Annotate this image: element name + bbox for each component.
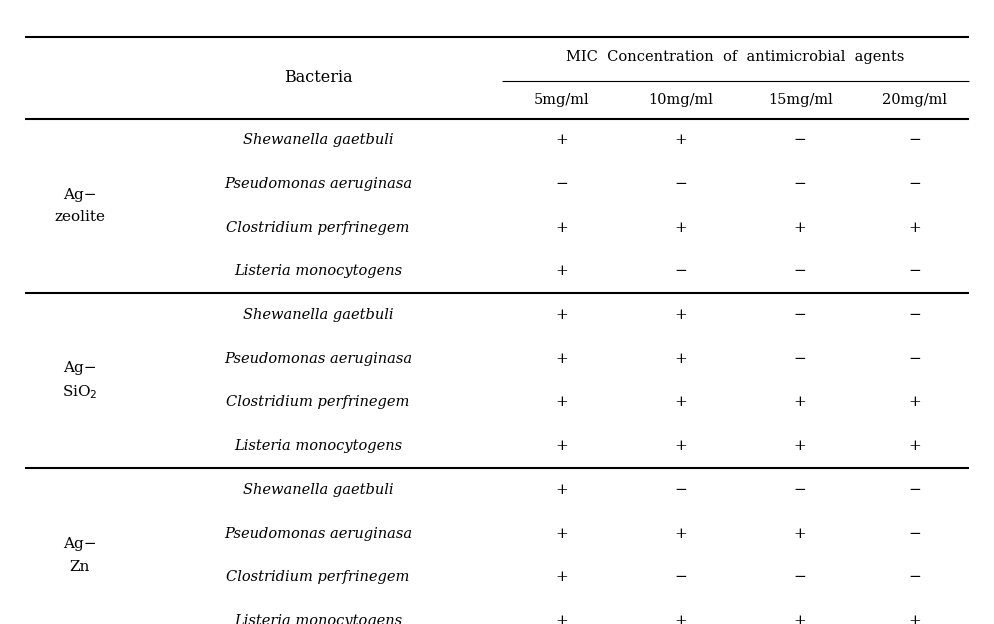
Text: Shewanella gaetbuli: Shewanella gaetbuli: [243, 308, 394, 322]
Text: +: +: [556, 570, 568, 584]
Text: Pseudomonas aeruginasa: Pseudomonas aeruginasa: [224, 177, 413, 191]
Text: Listeria monocytogens: Listeria monocytogens: [234, 614, 403, 624]
Text: −: −: [909, 570, 920, 584]
Text: Ag−: Ag−: [63, 188, 96, 202]
Text: −: −: [909, 134, 920, 147]
Text: −: −: [556, 177, 568, 191]
Text: +: +: [556, 134, 568, 147]
Text: Ag−: Ag−: [63, 537, 96, 551]
Text: +: +: [556, 221, 568, 235]
Text: −: −: [909, 265, 920, 278]
Text: +: +: [675, 308, 687, 322]
Text: +: +: [794, 439, 806, 453]
Text: −: −: [909, 308, 920, 322]
Text: +: +: [675, 396, 687, 409]
Text: −: −: [675, 177, 687, 191]
Text: +: +: [556, 527, 568, 540]
Text: +: +: [909, 221, 920, 235]
Text: Clostridium perfrinegem: Clostridium perfrinegem: [227, 570, 410, 584]
Text: Listeria monocytogens: Listeria monocytogens: [234, 265, 403, 278]
Text: Ag−: Ag−: [63, 361, 96, 375]
Text: −: −: [794, 483, 806, 497]
Text: +: +: [794, 396, 806, 409]
Text: −: −: [909, 483, 920, 497]
Text: +: +: [909, 614, 920, 624]
Text: zeolite: zeolite: [54, 210, 105, 224]
Text: 10mg/ml: 10mg/ml: [648, 93, 714, 107]
Text: −: −: [909, 527, 920, 540]
Text: +: +: [556, 265, 568, 278]
Text: +: +: [794, 614, 806, 624]
Text: +: +: [556, 308, 568, 322]
Text: 5mg/ml: 5mg/ml: [534, 93, 589, 107]
Text: +: +: [556, 483, 568, 497]
Text: Shewanella gaetbuli: Shewanella gaetbuli: [243, 483, 394, 497]
Text: −: −: [909, 352, 920, 366]
Text: Bacteria: Bacteria: [283, 69, 353, 87]
Text: +: +: [675, 439, 687, 453]
Text: +: +: [794, 527, 806, 540]
Text: +: +: [794, 221, 806, 235]
Text: +: +: [556, 352, 568, 366]
Text: +: +: [675, 614, 687, 624]
Text: −: −: [794, 265, 806, 278]
Text: +: +: [556, 396, 568, 409]
Text: −: −: [794, 352, 806, 366]
Text: +: +: [909, 396, 920, 409]
Text: −: −: [675, 483, 687, 497]
Text: 20mg/ml: 20mg/ml: [882, 93, 947, 107]
Text: −: −: [675, 570, 687, 584]
Text: Pseudomonas aeruginasa: Pseudomonas aeruginasa: [224, 527, 413, 540]
Text: +: +: [675, 221, 687, 235]
Text: SiO$_2$: SiO$_2$: [62, 383, 97, 401]
Text: +: +: [675, 134, 687, 147]
Text: +: +: [675, 352, 687, 366]
Text: +: +: [556, 439, 568, 453]
Text: Zn: Zn: [70, 560, 89, 573]
Text: 15mg/ml: 15mg/ml: [767, 93, 833, 107]
Text: Pseudomonas aeruginasa: Pseudomonas aeruginasa: [224, 352, 413, 366]
Text: +: +: [909, 439, 920, 453]
Text: Clostridium perfrinegem: Clostridium perfrinegem: [227, 221, 410, 235]
Text: −: −: [794, 177, 806, 191]
Text: Clostridium perfrinegem: Clostridium perfrinegem: [227, 396, 410, 409]
Text: +: +: [675, 527, 687, 540]
Text: Shewanella gaetbuli: Shewanella gaetbuli: [243, 134, 394, 147]
Text: −: −: [675, 265, 687, 278]
Text: −: −: [909, 177, 920, 191]
Text: +: +: [556, 614, 568, 624]
Text: −: −: [794, 308, 806, 322]
Text: −: −: [794, 134, 806, 147]
Text: Listeria monocytogens: Listeria monocytogens: [234, 439, 403, 453]
Text: −: −: [794, 570, 806, 584]
Text: MIC  Concentration  of  antimicrobial  agents: MIC Concentration of antimicrobial agent…: [567, 50, 905, 64]
